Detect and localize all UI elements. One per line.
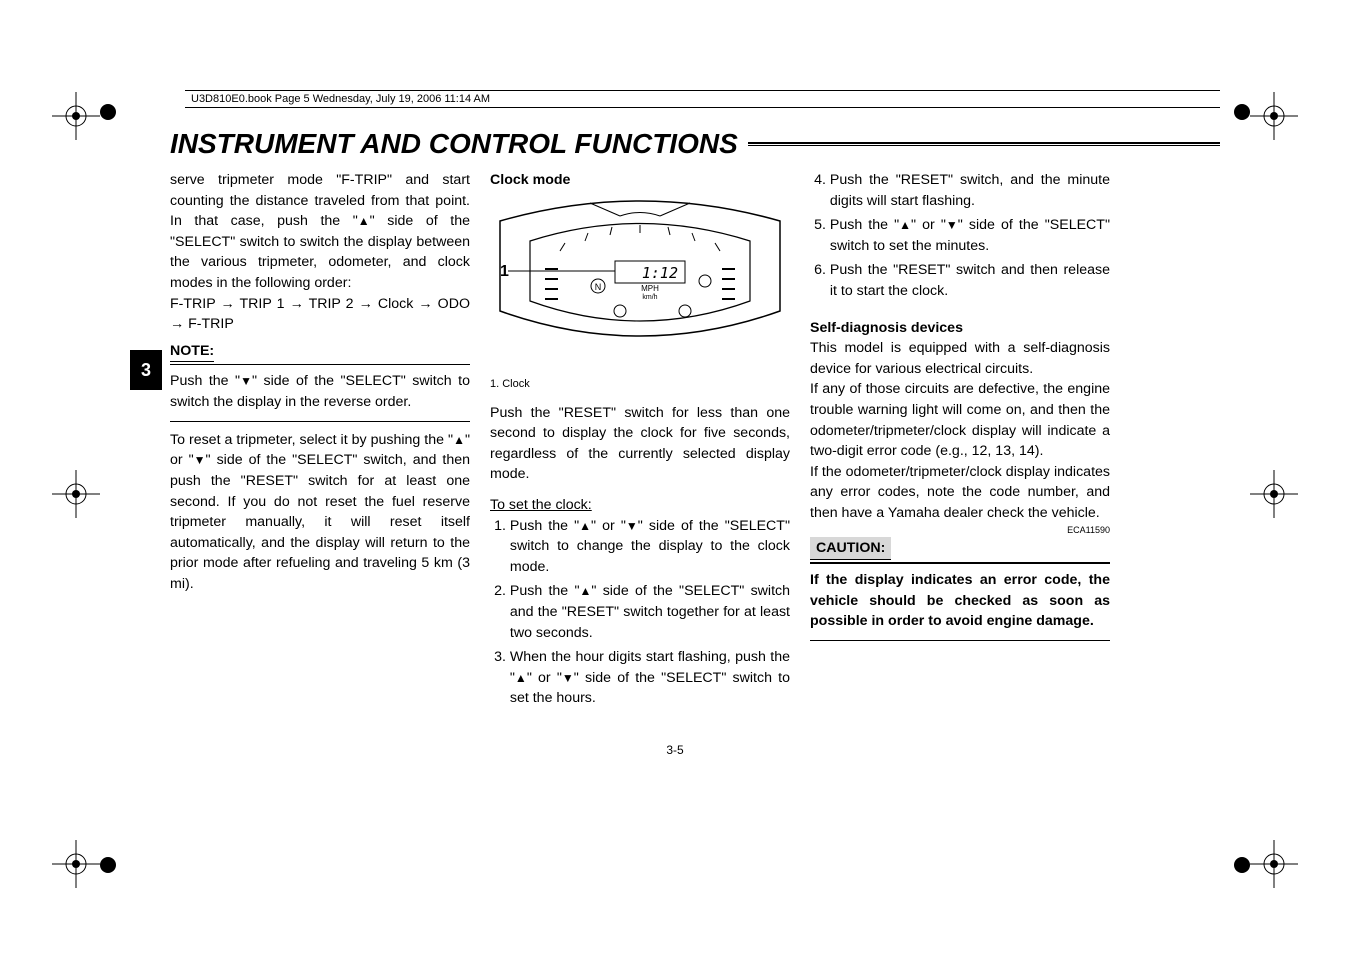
body-text: To reset a tripmeter, select it by pushi…: [170, 430, 470, 595]
crop-mark-br: [1250, 840, 1298, 888]
caution-block: CAUTION: If the display indicates an err…: [810, 537, 1110, 641]
corner-dot: [1232, 855, 1252, 875]
file-header: U3D810E0.book Page 5 Wednesday, July 19,…: [185, 90, 1220, 108]
text-span: Push the ": [830, 217, 899, 233]
page-title: INSTRUMENT AND CONTROL FUNCTIONS: [170, 128, 738, 160]
caution-end-rule: [810, 640, 1110, 641]
page-content: U3D810E0.book Page 5 Wednesday, July 19,…: [130, 90, 1220, 757]
lcd-kmh: km/h: [642, 294, 657, 301]
lcd-mph: MPH: [641, 284, 659, 293]
step-4: Push the "RESET" switch, and the minute …: [830, 170, 1110, 211]
columns: serve tripmeter mode "F-TRIP" and start …: [170, 170, 1220, 713]
eca-code: ECA11590: [810, 524, 1110, 537]
triangle-up-icon: [899, 215, 911, 236]
triangle-down-icon: [562, 668, 574, 689]
column-2: Clock mode: [490, 170, 790, 713]
corner-dot: [98, 855, 118, 875]
text-span: " or ": [911, 217, 946, 233]
page-number: 3-5: [130, 743, 1220, 757]
body-text: This model is equipped with a self-diagn…: [810, 338, 1110, 379]
text-span: " or ": [591, 518, 626, 534]
body-text: Push the "RESET" switch for less than on…: [490, 403, 790, 485]
triangle-up-icon: [515, 668, 527, 689]
note-text: Push the "" side of the "SELECT" switch …: [170, 371, 470, 412]
triangle-up-icon: [579, 516, 591, 537]
callout-1: 1: [500, 263, 509, 280]
body-text: If any of those circuits are defective, …: [810, 379, 1110, 461]
crop-mark-tl: [52, 92, 100, 140]
set-clock-heading: To set the clock:: [490, 495, 790, 516]
lcd-time: 1:12: [642, 264, 678, 282]
corner-dot: [98, 102, 118, 122]
crop-mark-mr: [1250, 470, 1298, 518]
set-clock-steps: Push the "" or "" side of the "SELECT" s…: [490, 516, 790, 709]
body-text: If the odometer/tripmeter/clock display …: [810, 462, 1110, 524]
step-5: Push the "" or "" side of the "SELECT" s…: [830, 215, 1110, 256]
crop-mark-ml: [52, 470, 100, 518]
text-span: To reset a tripmeter, select it by pushi…: [170, 432, 453, 448]
triangle-up-icon: [358, 211, 370, 232]
note-rule: [170, 364, 470, 365]
caution-rule: [810, 562, 1110, 564]
crop-mark-bl: [52, 840, 100, 888]
step-6: Push the "RESET" switch and then release…: [830, 260, 1110, 301]
corner-dot: [1232, 102, 1252, 122]
column-1: serve tripmeter mode "F-TRIP" and start …: [170, 170, 470, 713]
caution-text: If the display indicates an error code, …: [810, 570, 1110, 632]
text-span: Push the ": [170, 373, 240, 389]
note-end-rule: [170, 421, 470, 422]
note-block: NOTE: Push the "" side of the "SELECT" s…: [170, 341, 470, 422]
step-3: When the hour digits start flashing, pus…: [510, 647, 790, 709]
clock-figure: 1:12 MPH km/h N: [490, 191, 790, 371]
title-row: INSTRUMENT AND CONTROL FUNCTIONS: [170, 128, 1220, 160]
triangle-down-icon: [240, 371, 252, 392]
triangle-down-icon: [194, 450, 206, 471]
triangle-down-icon: [626, 516, 638, 537]
clock-mode-heading: Clock mode: [490, 170, 790, 191]
step-2: Push the "" side of the "SELECT" switch …: [510, 581, 790, 643]
mode-sequence: F-TRIP → TRIP 1 → TRIP 2 → Clock → ODO →…: [170, 294, 470, 335]
column-3: Push the "RESET" switch, and the minute …: [810, 170, 1110, 713]
triangle-up-icon: [453, 430, 465, 451]
note-label: NOTE:: [170, 341, 214, 363]
figure-caption: 1. Clock: [490, 377, 790, 393]
text-span: " or ": [527, 670, 562, 686]
title-rule: [748, 142, 1220, 146]
triangle-up-icon: [580, 581, 592, 602]
text-span: Push the ": [510, 583, 580, 599]
set-clock-steps-cont: Push the "RESET" switch, and the minute …: [810, 170, 1110, 302]
crop-mark-tr: [1250, 92, 1298, 140]
text-span: Push the ": [510, 518, 579, 534]
caution-label: CAUTION:: [810, 537, 891, 561]
selfdiag-heading: Self-diagnosis devices: [810, 318, 1110, 339]
body-text: serve tripmeter mode "F-TRIP" and start …: [170, 170, 470, 294]
triangle-down-icon: [946, 215, 958, 236]
text-span: " side of the "SELECT" switch, and then …: [170, 452, 470, 592]
svg-text:N: N: [595, 282, 602, 292]
step-1: Push the "" or "" side of the "SELECT" s…: [510, 516, 790, 578]
